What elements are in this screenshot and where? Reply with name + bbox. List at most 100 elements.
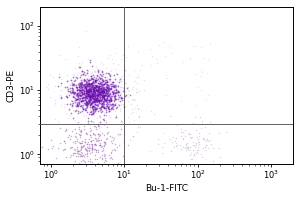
- Point: [111, 86, 116, 89]
- Point: [92, 95, 97, 98]
- Point: [108, 93, 113, 96]
- Point: [74, 72, 79, 75]
- Point: [100, 87, 105, 91]
- Point: [80, 162, 85, 166]
- Point: [76, 149, 81, 153]
- Point: [107, 110, 112, 113]
- Point: [111, 92, 116, 96]
- Point: [88, 111, 93, 114]
- Point: [83, 88, 88, 91]
- Point: [93, 89, 98, 92]
- Point: [116, 80, 121, 84]
- Point: [118, 57, 123, 60]
- Point: [73, 96, 77, 99]
- Point: [72, 79, 76, 82]
- Point: [122, 86, 127, 90]
- Point: [76, 149, 81, 152]
- Point: [116, 84, 120, 87]
- Point: [82, 86, 86, 90]
- Point: [183, 142, 188, 145]
- Point: [106, 130, 111, 134]
- Point: [89, 110, 94, 113]
- Point: [92, 78, 97, 81]
- Point: [101, 102, 106, 105]
- Point: [89, 96, 94, 99]
- Point: [78, 90, 83, 93]
- Point: [50, 76, 55, 79]
- Point: [92, 91, 97, 94]
- Point: [85, 76, 89, 79]
- Point: [101, 80, 106, 83]
- Point: [200, 119, 205, 122]
- Point: [74, 86, 78, 89]
- Point: [76, 152, 81, 155]
- Point: [91, 98, 96, 101]
- Point: [77, 85, 82, 89]
- Point: [78, 141, 83, 145]
- Point: [76, 84, 81, 87]
- Point: [92, 89, 96, 92]
- Point: [112, 147, 116, 150]
- Point: [86, 145, 91, 148]
- Point: [87, 94, 92, 97]
- Point: [89, 77, 94, 80]
- Point: [84, 80, 89, 83]
- Point: [80, 92, 85, 95]
- Point: [205, 93, 210, 96]
- Point: [123, 95, 128, 98]
- Point: [101, 90, 106, 93]
- Point: [67, 89, 71, 92]
- Point: [90, 145, 94, 148]
- Point: [90, 93, 94, 96]
- Point: [112, 99, 117, 102]
- Point: [80, 139, 85, 143]
- Point: [104, 137, 109, 140]
- Point: [122, 90, 127, 93]
- Point: [103, 90, 108, 94]
- Point: [98, 85, 103, 88]
- Point: [88, 90, 93, 93]
- Point: [105, 90, 110, 93]
- Point: [105, 98, 110, 101]
- Point: [109, 106, 114, 109]
- Point: [183, 146, 188, 149]
- Point: [79, 92, 84, 95]
- Point: [90, 89, 95, 92]
- Point: [81, 85, 86, 88]
- Point: [93, 99, 98, 102]
- Point: [66, 89, 71, 92]
- Point: [103, 88, 108, 91]
- Point: [103, 93, 108, 97]
- Point: [98, 103, 103, 106]
- Point: [74, 97, 79, 100]
- Point: [93, 107, 98, 110]
- Point: [91, 98, 96, 102]
- Point: [83, 100, 88, 103]
- Point: [109, 139, 113, 142]
- Point: [105, 99, 110, 102]
- Point: [90, 83, 94, 86]
- Point: [111, 84, 116, 87]
- Point: [73, 101, 78, 104]
- Point: [80, 92, 85, 95]
- Point: [136, 75, 141, 79]
- Point: [56, 120, 61, 124]
- Point: [96, 89, 101, 92]
- Point: [111, 85, 116, 88]
- Point: [85, 95, 90, 98]
- Point: [205, 71, 210, 74]
- Point: [74, 151, 79, 155]
- Point: [202, 125, 207, 128]
- Point: [77, 66, 82, 69]
- Point: [102, 90, 106, 93]
- Point: [108, 96, 113, 99]
- Point: [101, 96, 106, 99]
- Point: [95, 89, 100, 93]
- Point: [110, 102, 115, 106]
- Point: [88, 99, 92, 102]
- Point: [101, 148, 106, 151]
- Point: [85, 89, 89, 93]
- Point: [185, 146, 190, 149]
- Point: [120, 86, 124, 89]
- Point: [98, 93, 103, 96]
